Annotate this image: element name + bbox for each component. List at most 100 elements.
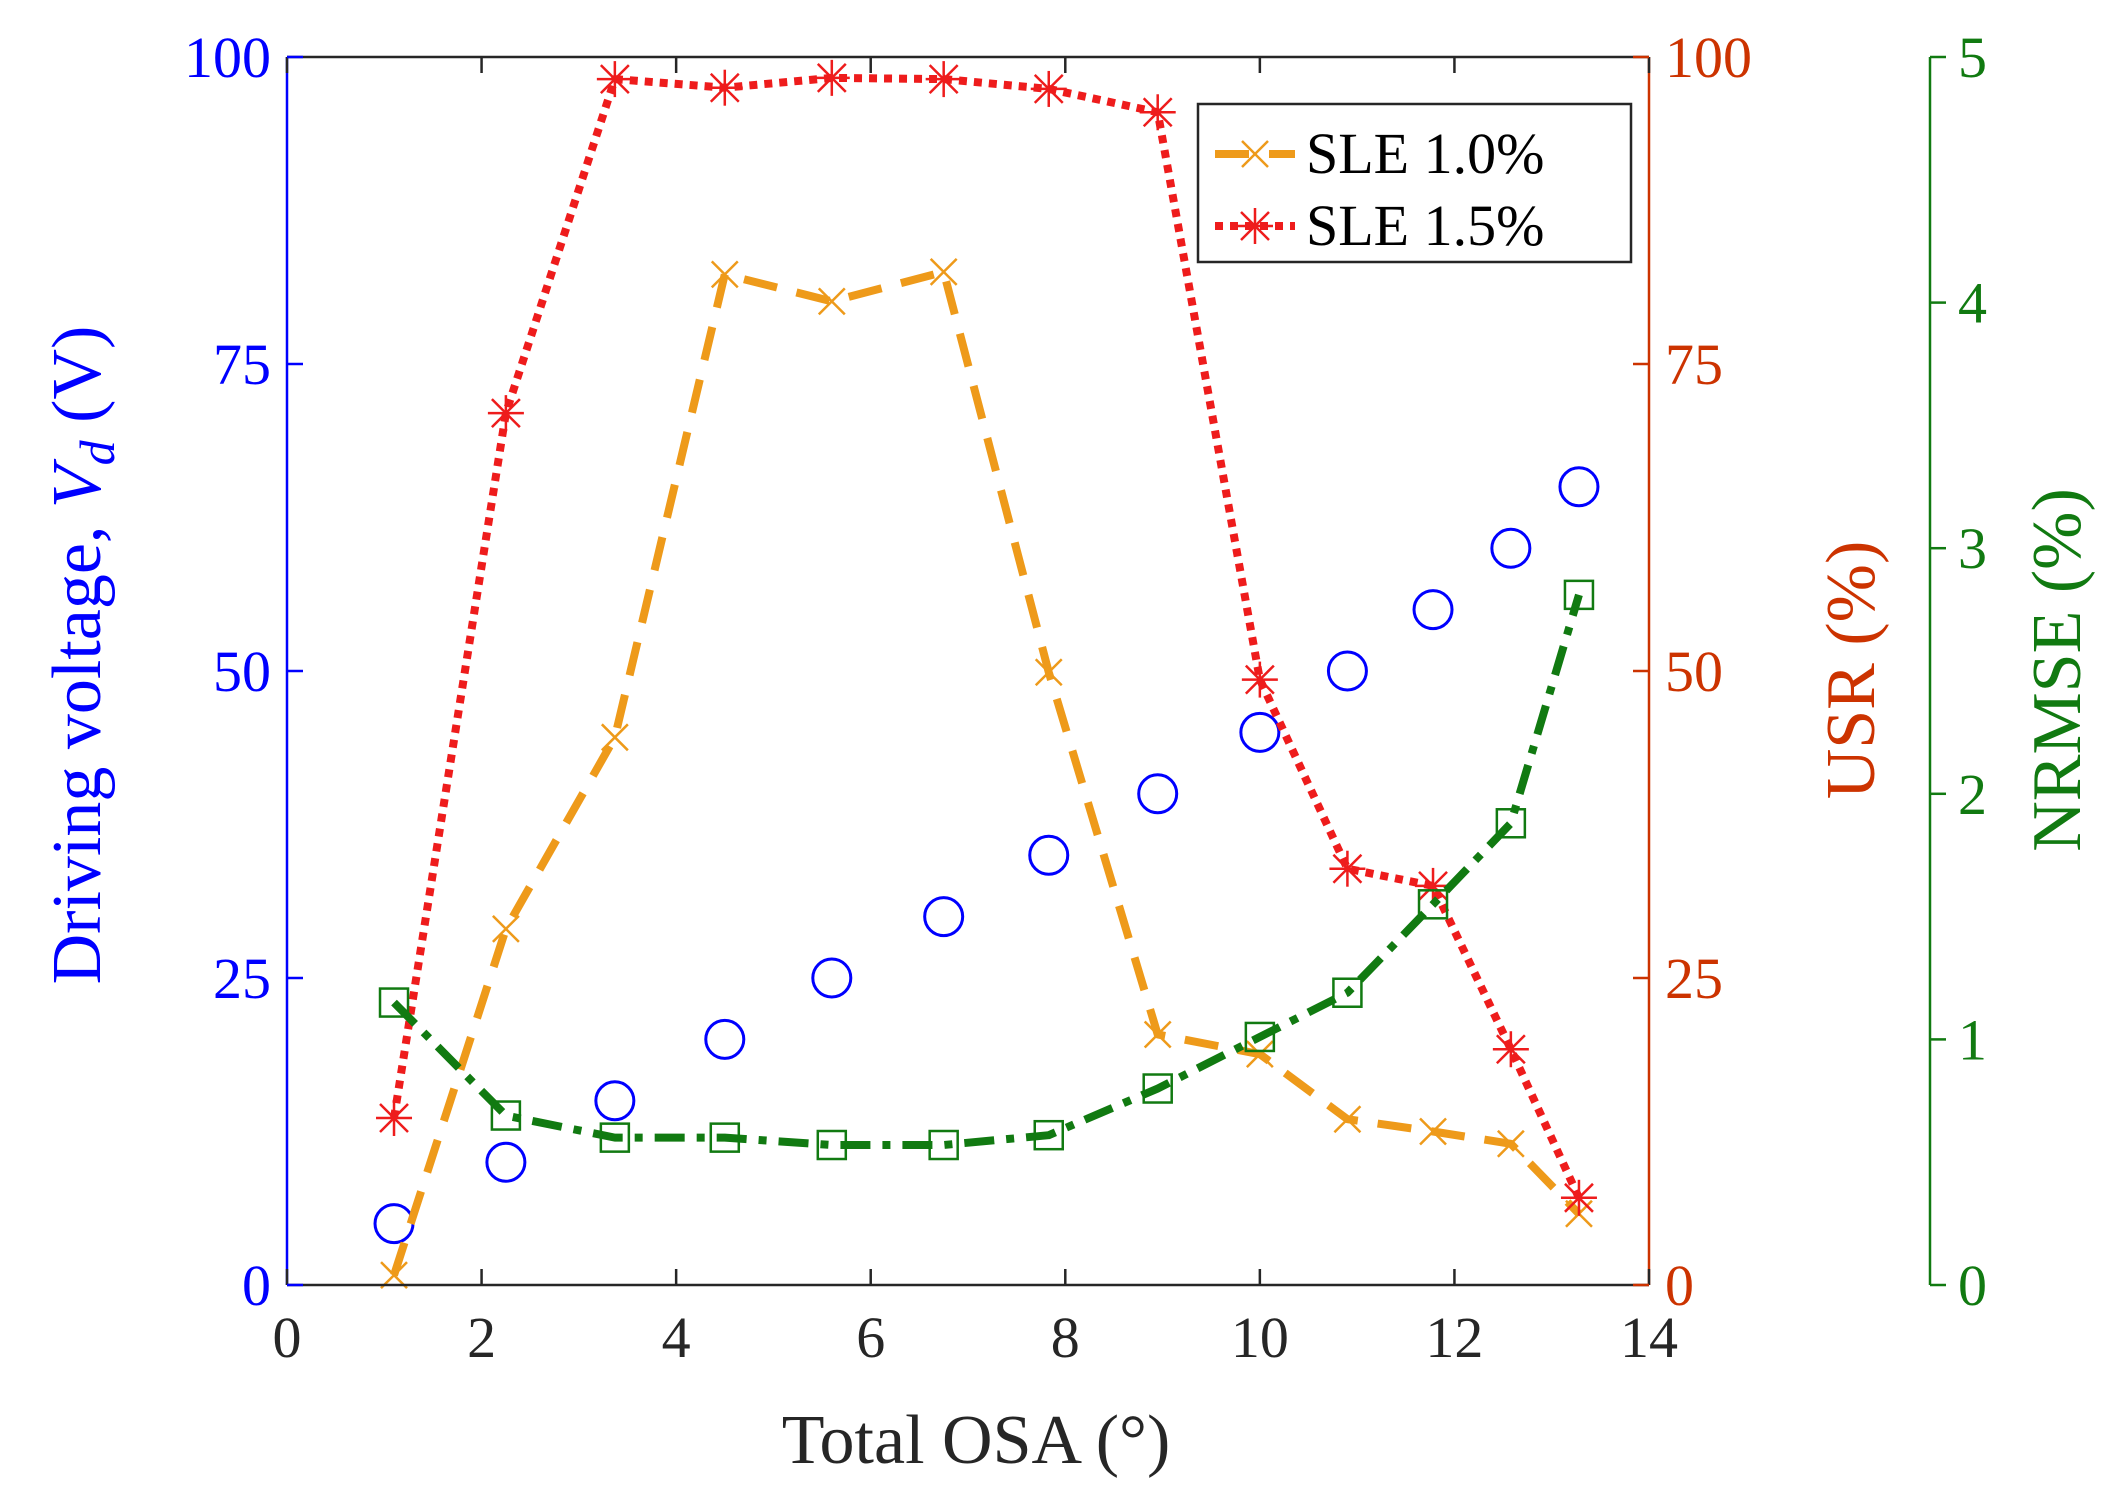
nrmse-tick-label: 3: [1958, 516, 1987, 581]
data-point: [925, 61, 962, 98]
data-point: [596, 61, 633, 98]
data-point: [706, 69, 743, 106]
marker-square: [1417, 889, 1449, 920]
nrmse-tick-label: 5: [1958, 25, 1987, 90]
marker-square: [816, 1129, 848, 1161]
data-point: [1333, 1105, 1362, 1134]
data-point: [928, 1129, 959, 1161]
data-point: [487, 395, 524, 432]
data-point: [1417, 889, 1449, 920]
marker-square: [1142, 1073, 1173, 1104]
legend-entry-sle-1-5: [1215, 208, 1295, 244]
data-point: [378, 987, 410, 1018]
data-point: [1495, 808, 1527, 839]
left-axis-title-var: V: [39, 458, 116, 508]
data-point: [599, 1122, 631, 1153]
marker-x-stroke: [1419, 1117, 1447, 1146]
data-point: [1332, 977, 1363, 1008]
marker-x-stroke: [1245, 1040, 1274, 1069]
plot-area: [373, 59, 1600, 1290]
x-axis-title: Total OSA (°): [782, 1402, 1171, 1479]
marker-circle: [1028, 834, 1070, 876]
marker-x-stroke: [1333, 1105, 1362, 1134]
x-tick-label: 8: [1051, 1305, 1080, 1370]
series-nrmse: [378, 579, 1595, 1161]
marker-x-stroke: [929, 258, 958, 286]
data-point: [1563, 579, 1595, 611]
marker-x-stroke: [1143, 1020, 1172, 1049]
nrmse-tick-label: 4: [1958, 271, 1987, 336]
marker-square: [599, 1122, 631, 1153]
marker-circle: [1558, 466, 1600, 508]
data-point: [1137, 773, 1179, 815]
data-point: [1558, 466, 1600, 508]
data-point: [490, 1100, 522, 1131]
marker-x-stroke: [1496, 1129, 1525, 1158]
legend: SLE 1.0% SLE 1.5%: [1196, 102, 1633, 264]
left-tick-label: 0: [242, 1253, 271, 1318]
data-point: [816, 1129, 848, 1161]
data-point: [1419, 1117, 1447, 1146]
data-point: [1329, 850, 1366, 887]
marker-circle: [1412, 589, 1454, 631]
marker-square: [1033, 1119, 1064, 1151]
marker-square: [490, 1100, 522, 1131]
marker-square: [1563, 579, 1595, 611]
legend-entry-sle-1-0: [1215, 140, 1295, 168]
marker-x-stroke: [710, 260, 739, 289]
marker-square: [1244, 1021, 1276, 1053]
series-driving-voltage: [373, 466, 1600, 1245]
marker-x-stroke: [1034, 658, 1063, 687]
data-point: [1143, 1020, 1172, 1049]
left-tick-label: 50: [213, 639, 271, 704]
marker-circle: [594, 1080, 636, 1122]
data-point: [923, 896, 965, 938]
usr-tick-label: 50: [1665, 639, 1723, 704]
marker-circle: [1239, 711, 1281, 753]
marker-square: [709, 1122, 741, 1153]
data-point: [1244, 1021, 1276, 1053]
marker-x-stroke: [600, 723, 629, 752]
data-point: [1415, 867, 1452, 904]
x-tick-label: 4: [662, 1305, 691, 1370]
data-point: [600, 723, 629, 752]
data-point: [1490, 527, 1532, 569]
marker-circle: [811, 957, 853, 999]
legend-marker-sample: [1241, 140, 1269, 168]
nrmse-tick-label: 2: [1958, 762, 1987, 827]
data-point: [1412, 589, 1454, 631]
x-tick-label: 2: [467, 1305, 496, 1370]
usr-tick-label: 25: [1665, 946, 1723, 1011]
data-point: [376, 1099, 413, 1136]
series-line: [391, 593, 1583, 1150]
data-point: [817, 287, 846, 316]
x-tick-label: 12: [1425, 1305, 1483, 1370]
marker-square: [928, 1129, 959, 1161]
left-tick-label: 75: [213, 332, 271, 397]
data-point: [1142, 1073, 1173, 1104]
series-sle-1-0-: [380, 258, 1593, 1290]
data-point: [1030, 70, 1067, 107]
left-axis-title-unit: (V): [39, 326, 116, 441]
data-point: [1139, 94, 1176, 131]
x-tick-label: 6: [856, 1305, 885, 1370]
legend-box: [1196, 102, 1633, 264]
marker-circle: [923, 896, 965, 938]
marker-circle: [1490, 527, 1532, 569]
left-axis-title: Driving voltage, Vd (V): [39, 326, 125, 985]
left-tick-label: 100: [184, 25, 271, 90]
usr-tick-label: 100: [1665, 25, 1752, 90]
data-point: [1560, 1179, 1597, 1216]
nrmse-tick-label: 1: [1958, 1007, 1987, 1072]
data-point: [1326, 650, 1368, 692]
data-point: [1492, 1031, 1529, 1068]
marker-x-stroke: [1241, 140, 1269, 168]
series-sle-1-5-: [376, 59, 1597, 1216]
nrmse-tick-label: 0: [1958, 1253, 1987, 1318]
marker-square: [378, 987, 410, 1018]
data-point: [485, 1141, 527, 1183]
marker-circle: [704, 1018, 746, 1060]
